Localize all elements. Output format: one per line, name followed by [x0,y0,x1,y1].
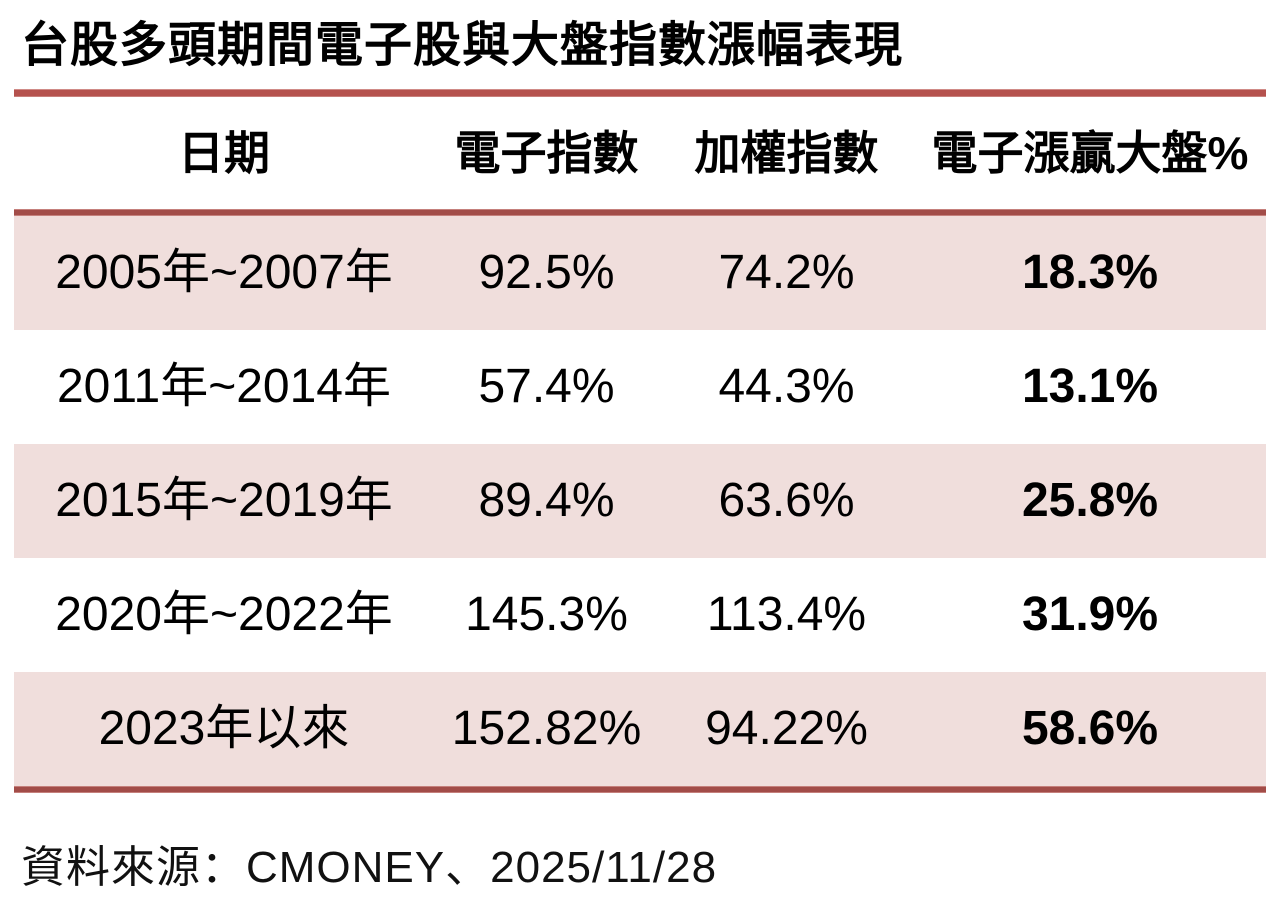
title-divider [14,89,1266,97]
cell-weighted: 74.2% [718,246,855,299]
cell-period: 2005年~2007年 [55,246,393,299]
cell-outperform: 13.1% [1021,360,1159,413]
column-header-electronics: 電子指數 [454,127,639,179]
cell-period: 2020年~2022年 [55,588,393,641]
cell-outperform: 58.6% [1021,702,1159,755]
cell-period: 2015年~2019年 [55,474,393,527]
page-title: 台股多頭期間電子股與大盤指數漲幅表現 [21,19,904,72]
cell-weighted: 63.6% [718,474,855,527]
data-source-note: 資料來源：CMONEY、2025/11/28 [21,843,718,892]
cell-weighted: 113.4% [706,588,867,641]
cell-outperform: 31.9% [1021,588,1159,641]
cell-electronics: 145.3% [465,588,628,641]
table-header-row: 日期 電子指數 加權指數 電子漲贏大盤% [14,97,1266,209]
content-area: 日期 電子指數 加權指數 電子漲贏大盤% 2005年~2007年 92.5% 7… [14,89,1266,793]
column-header-weighted: 加權指數 [694,127,879,179]
cell-electronics: 57.4% [478,360,615,413]
column-header-outperform: 電子漲贏大盤% [931,127,1249,179]
table-row: 2020年~2022年 145.3% 113.4% 31.9% [14,558,1266,672]
table-row: 2011年~2014年 57.4% 44.3% 13.1% [14,330,1266,444]
cell-electronics: 89.4% [478,474,615,527]
cell-weighted: 94.22% [705,702,868,755]
table-row: 2015年~2019年 89.4% 63.6% 25.8% [14,444,1266,558]
cell-outperform: 18.3% [1021,246,1159,299]
cell-electronics: 152.82% [451,702,642,755]
performance-table: 日期 電子指數 加權指數 電子漲贏大盤% 2005年~2007年 92.5% 7… [14,97,1266,793]
table-bottom-divider [14,786,1266,793]
table-row: 2023年以來 152.82% 94.22% 58.6% [14,672,1266,786]
cell-weighted: 44.3% [718,360,855,413]
cell-period: 2023年以來 [98,702,350,755]
cell-period: 2011年~2014年 [56,360,392,413]
header-divider [14,209,1266,216]
column-header-date: 日期 [178,127,270,179]
cell-electronics: 92.5% [478,246,615,299]
cell-outperform: 25.8% [1021,474,1159,527]
table-row: 2005年~2007年 92.5% 74.2% 18.3% [14,216,1266,330]
